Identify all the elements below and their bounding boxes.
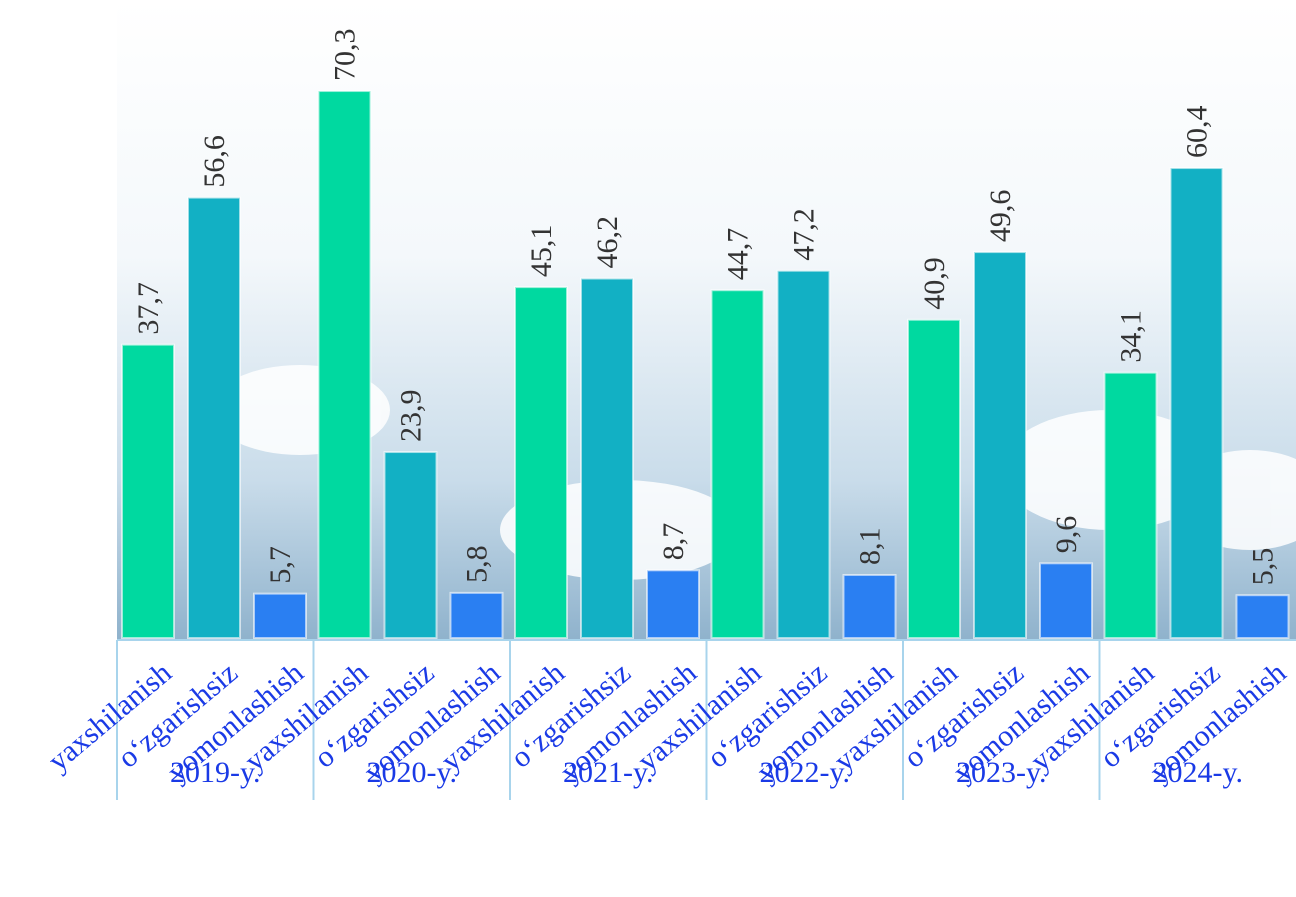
value-label: 23,9 <box>395 390 428 443</box>
bar <box>1103 371 1158 639</box>
value-label: 44,7 <box>722 228 755 281</box>
bar <box>1235 594 1290 640</box>
x-group-label: 2019-y. <box>170 756 261 789</box>
bar <box>383 451 438 640</box>
value-label: 5,5 <box>1247 548 1280 586</box>
value-label: 8,7 <box>657 523 690 561</box>
bar <box>973 251 1027 639</box>
bar <box>253 592 307 640</box>
value-label: 60,4 <box>1181 106 1214 159</box>
bar <box>776 269 831 639</box>
bar <box>842 573 897 639</box>
bar <box>710 289 765 639</box>
value-label: 56,6 <box>198 135 231 188</box>
bar <box>580 277 634 639</box>
value-label: 46,2 <box>591 216 624 269</box>
bar <box>646 569 700 639</box>
bar <box>1169 167 1224 639</box>
value-label: 34,1 <box>1115 310 1148 363</box>
bar <box>187 196 241 639</box>
bar <box>514 286 568 639</box>
x-group-label: 2023-y. <box>956 756 1047 789</box>
value-label: 9,6 <box>1050 516 1083 554</box>
x-group-label: 2020-y. <box>366 756 457 789</box>
bar <box>907 318 961 639</box>
bar <box>1039 562 1093 639</box>
value-label: 47,2 <box>788 208 821 261</box>
value-label: 8,1 <box>854 527 887 565</box>
x-group-label: 2021-y. <box>563 756 654 789</box>
x-group-label: 2022-y. <box>759 756 850 789</box>
value-label: 5,8 <box>461 545 494 583</box>
value-label: 49,6 <box>984 190 1017 243</box>
value-label: 70,3 <box>329 29 362 82</box>
value-label: 37,7 <box>132 282 165 335</box>
bar <box>317 90 372 640</box>
bar <box>449 591 504 639</box>
value-label: 40,9 <box>918 257 951 310</box>
value-label: 45,1 <box>525 225 558 278</box>
value-label: 5,7 <box>264 546 297 584</box>
x-group-label: 2024-y. <box>1152 756 1243 789</box>
bar <box>121 343 175 639</box>
